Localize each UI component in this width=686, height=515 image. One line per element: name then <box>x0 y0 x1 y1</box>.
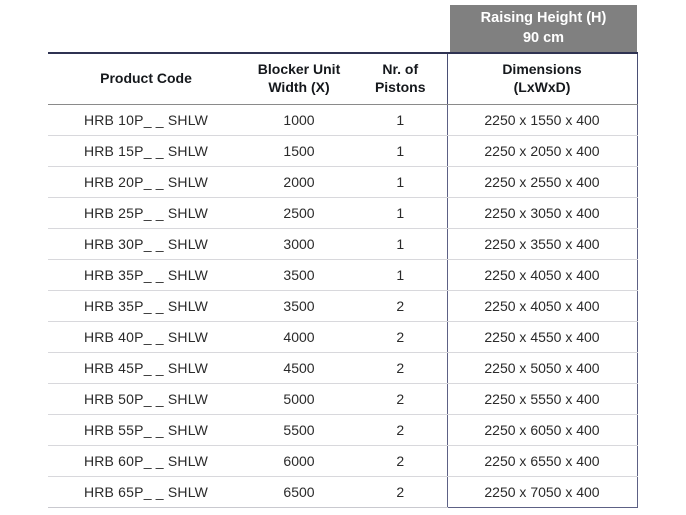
cell-dimensions: 2250 x 5550 x 400 <box>446 383 638 416</box>
cell-nr-of-pistons: 1 <box>354 166 447 199</box>
cell-nr-of-pistons: 2 <box>354 352 447 385</box>
group-header-raising-height: Raising Height (H) 90 cm <box>450 5 637 52</box>
cell-product-code: HRB 20P_ _ SHLW <box>48 166 244 199</box>
column-header-nr-of-pistons-line2: Pistons <box>374 79 426 96</box>
product-specification-table: Product Code Blocker Unit Width (X) Nr. … <box>48 52 638 509</box>
cell-nr-of-pistons: 2 <box>354 445 447 478</box>
table-row: HRB 60P_ _ SHLW 6000 2 2250 x 6550 x 400 <box>48 445 638 478</box>
cell-blocker-unit-width: 3000 <box>244 228 354 261</box>
cell-product-code: HRB 25P_ _ SHLW <box>48 197 244 230</box>
cell-dimensions: 2250 x 6550 x 400 <box>446 445 638 478</box>
cell-nr-of-pistons: 1 <box>354 104 447 137</box>
cell-product-code: HRB 30P_ _ SHLW <box>48 228 244 261</box>
cell-product-code: HRB 35P_ _ SHLW <box>48 259 244 292</box>
cell-dimensions: 2250 x 2050 x 400 <box>446 135 638 168</box>
cell-nr-of-pistons: 2 <box>354 290 447 323</box>
cell-nr-of-pistons: 1 <box>354 228 447 261</box>
cell-dimensions: 2250 x 6050 x 400 <box>446 414 638 447</box>
cell-dimensions: 2250 x 2550 x 400 <box>446 166 638 199</box>
cell-blocker-unit-width: 6500 <box>244 476 354 509</box>
column-header-blocker-unit-width-line1: Blocker Unit <box>257 61 341 77</box>
column-header-nr-of-pistons-line1: Nr. of <box>382 61 419 77</box>
column-header-dimensions: Dimensions (LxWxD) <box>446 52 638 106</box>
cell-blocker-unit-width: 3500 <box>244 290 354 323</box>
cell-blocker-unit-width: 4500 <box>244 352 354 385</box>
cell-nr-of-pistons: 1 <box>354 197 447 230</box>
cell-blocker-unit-width: 1500 <box>244 135 354 168</box>
cell-nr-of-pistons: 2 <box>354 321 447 354</box>
column-header-blocker-unit-width-line2: Width (X) <box>268 79 330 96</box>
cell-blocker-unit-width: 3500 <box>244 259 354 292</box>
table-row: HRB 35P_ _ SHLW 3500 1 2250 x 4050 x 400 <box>48 259 638 292</box>
cell-product-code: HRB 15P_ _ SHLW <box>48 135 244 168</box>
cell-product-code: HRB 55P_ _ SHLW <box>48 414 244 447</box>
cell-blocker-unit-width: 6000 <box>244 445 354 478</box>
cell-blocker-unit-width: 2500 <box>244 197 354 230</box>
column-header-product-code-line1: Product Code <box>100 70 192 87</box>
table-row: HRB 45P_ _ SHLW 4500 2 2250 x 5050 x 400 <box>48 352 638 385</box>
cell-blocker-unit-width: 1000 <box>244 104 354 137</box>
table-header: Product Code Blocker Unit Width (X) Nr. … <box>48 52 638 106</box>
table-row: HRB 20P_ _ SHLW 2000 1 2250 x 2550 x 400 <box>48 166 638 199</box>
cell-nr-of-pistons: 1 <box>354 259 447 292</box>
cell-product-code: HRB 60P_ _ SHLW <box>48 445 244 478</box>
column-header-blocker-unit-width: Blocker Unit Width (X) <box>244 52 354 106</box>
cell-dimensions: 2250 x 4050 x 400 <box>446 290 638 323</box>
cell-product-code: HRB 65P_ _ SHLW <box>48 476 244 509</box>
column-header-dimensions-line2: (LxWxD) <box>513 79 571 96</box>
table-row: HRB 15P_ _ SHLW 1500 1 2250 x 2050 x 400 <box>48 135 638 168</box>
table-row: HRB 30P_ _ SHLW 3000 1 2250 x 3550 x 400 <box>48 228 638 261</box>
cell-dimensions: 2250 x 3550 x 400 <box>446 228 638 261</box>
table-row: HRB 50P_ _ SHLW 5000 2 2250 x 5550 x 400 <box>48 383 638 416</box>
cell-blocker-unit-width: 5500 <box>244 414 354 447</box>
cell-dimensions: 2250 x 4050 x 400 <box>446 259 638 292</box>
cell-dimensions: 2250 x 1550 x 400 <box>446 104 638 137</box>
table-row: HRB 65P_ _ SHLW 6500 2 2250 x 7050 x 400 <box>48 476 638 509</box>
cell-product-code: HRB 40P_ _ SHLW <box>48 321 244 354</box>
cell-product-code: HRB 10P_ _ SHLW <box>48 104 244 137</box>
cell-product-code: HRB 45P_ _ SHLW <box>48 352 244 385</box>
cell-blocker-unit-width: 5000 <box>244 383 354 416</box>
cell-dimensions: 2250 x 7050 x 400 <box>446 476 638 509</box>
column-header-product-code: Product Code <box>48 52 244 106</box>
cell-nr-of-pistons: 2 <box>354 476 447 509</box>
table-row: HRB 10P_ _ SHLW 1000 1 2250 x 1550 x 400 <box>48 104 638 137</box>
cell-product-code: HRB 50P_ _ SHLW <box>48 383 244 416</box>
cell-nr-of-pistons: 2 <box>354 414 447 447</box>
cell-dimensions: 2250 x 5050 x 400 <box>446 352 638 385</box>
table-header-row: Product Code Blocker Unit Width (X) Nr. … <box>48 52 638 106</box>
table-row: HRB 25P_ _ SHLW 2500 1 2250 x 3050 x 400 <box>48 197 638 230</box>
cell-nr-of-pistons: 1 <box>354 135 447 168</box>
table-body: HRB 10P_ _ SHLW 1000 1 2250 x 1550 x 400 HRB… <box>48 104 638 509</box>
column-header-nr-of-pistons: Nr. of Pistons <box>354 52 447 106</box>
cell-dimensions: 2250 x 4550 x 400 <box>446 321 638 354</box>
table-row: HRB 55P_ _ SHLW 5500 2 2250 x 6050 x 400 <box>48 414 638 447</box>
table-row: HRB 35P_ _ SHLW 3500 2 2250 x 4050 x 400 <box>48 290 638 323</box>
cell-product-code: HRB 35P_ _ SHLW <box>48 290 244 323</box>
cell-nr-of-pistons: 2 <box>354 383 447 416</box>
group-header-line1: Raising Height (H) <box>480 9 607 26</box>
cell-blocker-unit-width: 4000 <box>244 321 354 354</box>
group-header-line2: 90 cm <box>522 29 565 46</box>
column-header-dimensions-line1: Dimensions <box>502 61 582 77</box>
cell-blocker-unit-width: 2000 <box>244 166 354 199</box>
table-row: HRB 40P_ _ SHLW 4000 2 2250 x 4550 x 400 <box>48 321 638 354</box>
cell-dimensions: 2250 x 3050 x 400 <box>446 197 638 230</box>
